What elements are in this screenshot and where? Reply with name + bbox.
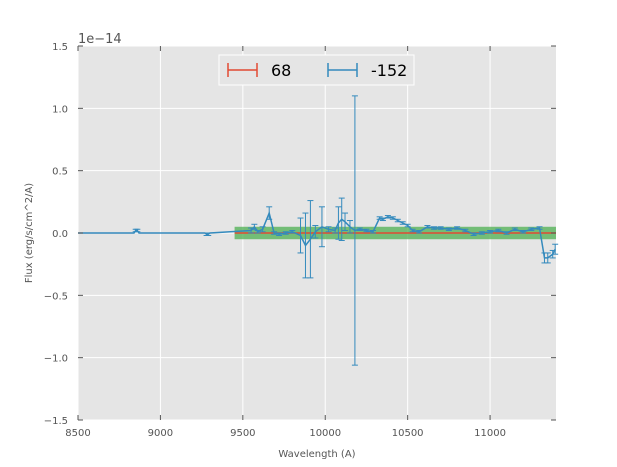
y-tick-label: −1.0 bbox=[44, 354, 68, 365]
axes: 8500 9000 9500 10000 10500 11000 −1.5 −1.0 −0.5 0… bbox=[44, 42, 556, 439]
series--152 bbox=[78, 95, 559, 366]
y-tick-label: 1.5 bbox=[52, 42, 68, 53]
y-offset-label: 1e−14 bbox=[78, 32, 122, 47]
y-tick-label: 0.0 bbox=[52, 229, 68, 240]
legend-label: -152 bbox=[371, 61, 407, 80]
y-axis-label: Flux (erg/s/cm^2/A) bbox=[24, 183, 35, 283]
x-tick-label: 10000 bbox=[309, 428, 341, 439]
series-layer bbox=[78, 95, 559, 366]
x-tick-label: 8500 bbox=[65, 428, 90, 439]
x-axis-label: Wavelength (A) bbox=[278, 449, 355, 460]
x-tick-label: 10500 bbox=[392, 428, 424, 439]
legend-label: 68 bbox=[271, 61, 291, 80]
y-tick-label: −1.5 bbox=[44, 416, 68, 427]
legend: 68 -152 bbox=[218, 54, 415, 86]
x-tick-label: 9500 bbox=[230, 428, 255, 439]
y-tick-label: −0.5 bbox=[44, 291, 68, 302]
y-tick-label: 0.5 bbox=[52, 167, 68, 178]
legend-entry: -152 bbox=[327, 61, 407, 80]
legend-entry: 68 bbox=[227, 61, 291, 80]
x-tick-label: 11000 bbox=[474, 428, 506, 439]
y-tick-label: 1.0 bbox=[52, 104, 68, 115]
x-tick-label: 9000 bbox=[148, 428, 173, 439]
